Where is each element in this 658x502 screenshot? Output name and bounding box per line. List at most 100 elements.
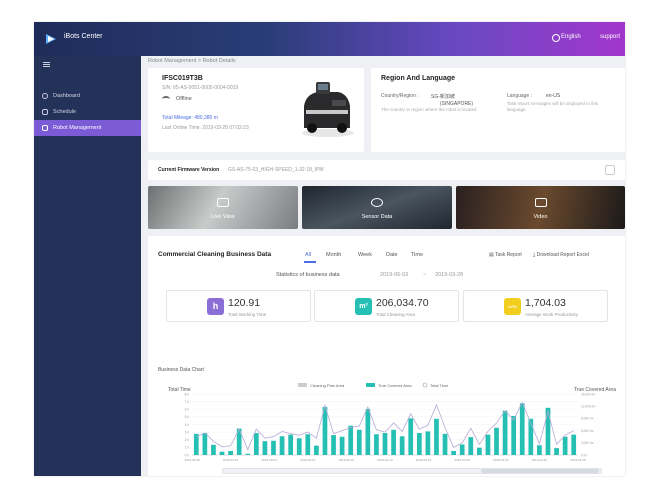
chart-bar bbox=[545, 407, 551, 455]
tab-week[interactable]: Week bbox=[358, 252, 372, 258]
chart-label: Business Data Chart bbox=[158, 367, 204, 373]
statistics-label: Statistics of business data bbox=[276, 272, 340, 278]
x-tick-label: 2019-03-01 bbox=[223, 458, 239, 462]
chart-bar bbox=[211, 444, 216, 455]
tab-all[interactable]: All bbox=[305, 252, 312, 258]
chart-bar bbox=[442, 433, 448, 455]
sidebar-item-dashboard[interactable]: Dashboard bbox=[34, 88, 141, 104]
chart-bar bbox=[459, 444, 465, 455]
chart-bar bbox=[399, 436, 405, 455]
chart-bar bbox=[279, 436, 285, 455]
chart-bar bbox=[202, 433, 208, 455]
report-icon: ▤ bbox=[489, 252, 496, 258]
chart-bar bbox=[253, 433, 259, 455]
sidebar-item-schedule[interactable]: Schedule bbox=[34, 104, 141, 120]
right-tick-label: 15,000 m² bbox=[581, 392, 595, 396]
calendar-icon bbox=[42, 109, 48, 115]
menu-toggle-icon[interactable] bbox=[43, 62, 50, 67]
chart-bar bbox=[408, 418, 414, 455]
tile-label: Video bbox=[533, 214, 548, 220]
total-time-line bbox=[196, 401, 574, 451]
left-tick-label: 5 h bbox=[185, 415, 190, 419]
robot-name: IFSC019T3B bbox=[162, 75, 203, 82]
tab-time[interactable]: Time bbox=[411, 252, 424, 258]
stat-value: 1,704.03 bbox=[525, 297, 566, 309]
right-tick-label: 3,000 m² bbox=[581, 441, 594, 445]
wifi-icon bbox=[162, 96, 170, 102]
language-selector[interactable]: English bbox=[561, 34, 581, 40]
left-tick-label: 2 h bbox=[185, 438, 190, 442]
x-tick-label: 2019-03-10 bbox=[339, 458, 355, 462]
logo-icon bbox=[46, 34, 56, 44]
chart-bar bbox=[245, 453, 251, 455]
chart-bar bbox=[554, 448, 559, 455]
right-tick-label: 12,000 m² bbox=[581, 405, 595, 409]
area-icon: m² bbox=[355, 298, 372, 315]
left-tick-label: 1 h bbox=[185, 446, 190, 450]
globe-icon[interactable] bbox=[552, 34, 560, 42]
legend-swatch bbox=[298, 383, 307, 387]
right-tick-label: 6,000 m² bbox=[581, 429, 594, 433]
chart-bar bbox=[305, 434, 311, 455]
active-tab-indicator bbox=[304, 261, 316, 263]
stat-productivity: m²/h 1,704.03 Average Work Productivity bbox=[463, 290, 608, 322]
firmware-label: Current Firmware Version bbox=[158, 167, 220, 173]
chart-bar bbox=[468, 437, 474, 455]
video-tile[interactable]: Video bbox=[456, 186, 625, 229]
sensor-icon bbox=[371, 198, 383, 207]
legend-label: True Covered Area bbox=[378, 383, 412, 388]
business-data-chart: Cleaning Plan Area True Covered Area Total… bbox=[168, 382, 616, 462]
x-tick-label: 2019-03-19 bbox=[455, 458, 471, 462]
legend-swatch bbox=[366, 383, 375, 387]
status-badge: Offline bbox=[176, 96, 192, 102]
left-tick-label: 3 h bbox=[185, 430, 190, 434]
sensor-data-tile[interactable]: Sensor Data bbox=[302, 186, 452, 229]
stat-label: Average Work Productivity bbox=[525, 312, 578, 317]
total-mileage: Total Mileage: 480,380 m bbox=[162, 115, 218, 121]
download-label: Download Report Excel bbox=[536, 252, 589, 258]
productivity-icon: m²/h bbox=[504, 298, 521, 315]
firmware-update-icon[interactable] bbox=[605, 165, 615, 175]
download-report-button[interactable]: ⤓ Download Report Excel bbox=[533, 252, 589, 258]
stat-value: 206,034.70 bbox=[376, 297, 429, 309]
chart-bar bbox=[425, 431, 431, 455]
chart-bar bbox=[219, 451, 225, 455]
support-link[interactable]: support bbox=[600, 34, 621, 40]
chart-bar bbox=[476, 447, 482, 455]
task-report-button[interactable]: ▤ Task Report bbox=[489, 252, 522, 258]
chart-bar bbox=[451, 450, 456, 455]
tab-month[interactable]: Month bbox=[326, 252, 342, 258]
chart-bar bbox=[382, 433, 388, 455]
breadcrumb[interactable]: Robot Management > Robot Details bbox=[148, 58, 236, 64]
language-value: en-US bbox=[546, 93, 561, 99]
chart-bar bbox=[391, 429, 396, 455]
firmware-bar: Current Firmware Version GS-AS-75-03_HIG… bbox=[148, 160, 625, 180]
stat-working-time: h 120.91 Total Working Time bbox=[166, 290, 311, 322]
hours-icon: h bbox=[207, 298, 224, 315]
right-tick-label: 9,000 m² bbox=[581, 417, 594, 421]
firmware-version: GS-AS-75-03_HIGH-SPEED_1-32-18_IPM bbox=[228, 167, 324, 173]
sidebar-item-label: Dashboard bbox=[53, 93, 80, 99]
robot-image bbox=[302, 82, 354, 137]
sidebar-item-robot-management[interactable]: Robot Management bbox=[34, 120, 141, 136]
business-data-card: Commercial Cleaning Business Data All Mo… bbox=[148, 236, 625, 476]
chart-bar bbox=[339, 436, 345, 455]
scrollbar-thumb[interactable] bbox=[481, 469, 599, 473]
chart-bar bbox=[365, 409, 371, 455]
country-value: SG-新加坡 bbox=[431, 94, 455, 100]
tile-label: Live View bbox=[211, 214, 235, 220]
left-axis-title: Total Time bbox=[168, 387, 191, 393]
x-tick-label: 2019-03-22 bbox=[493, 458, 509, 462]
chart-bar bbox=[537, 445, 542, 455]
chart-bar bbox=[519, 403, 525, 455]
clock-icon bbox=[42, 93, 48, 99]
chart-bar bbox=[562, 436, 568, 455]
country-label: Country/Region : bbox=[381, 93, 419, 99]
live-view-tile[interactable]: Live View bbox=[148, 186, 298, 229]
chart-bar bbox=[271, 440, 276, 455]
date-range-start[interactable]: 2019-06-03 bbox=[380, 272, 409, 278]
chart-zoom-scrollbar[interactable] bbox=[222, 468, 602, 474]
chart-bar bbox=[571, 434, 577, 455]
tab-date[interactable]: Date bbox=[386, 252, 398, 258]
date-range-end[interactable]: 2019-03-28 bbox=[435, 272, 464, 278]
